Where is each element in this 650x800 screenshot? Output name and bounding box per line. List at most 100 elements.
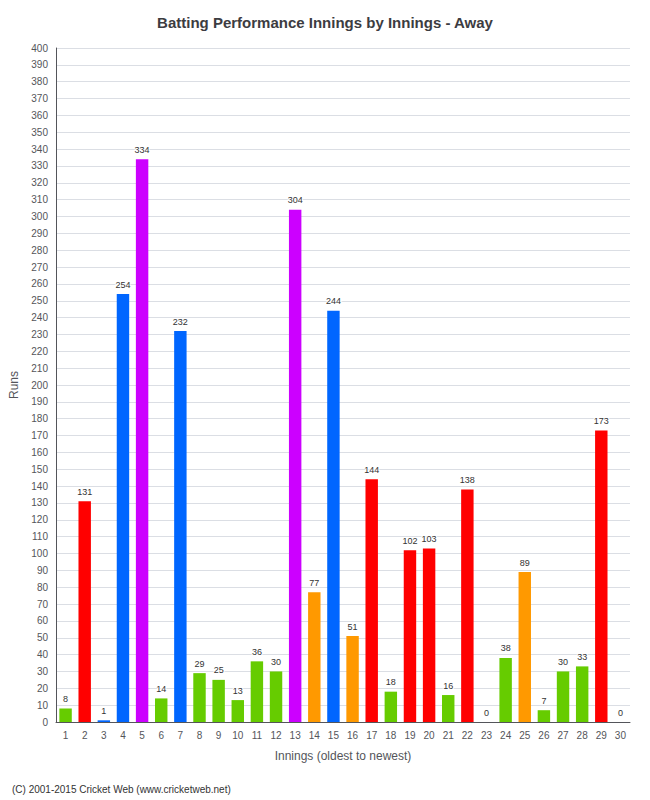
svg-text:30: 30 — [37, 666, 49, 677]
svg-text:30: 30 — [615, 730, 627, 741]
svg-text:70: 70 — [37, 599, 49, 610]
svg-text:350: 350 — [31, 127, 48, 138]
svg-text:390: 390 — [31, 59, 48, 70]
svg-text:1: 1 — [101, 706, 106, 716]
svg-text:25: 25 — [214, 665, 224, 675]
svg-text:15: 15 — [328, 730, 340, 741]
svg-text:10: 10 — [232, 730, 244, 741]
svg-text:140: 140 — [31, 481, 48, 492]
svg-text:0: 0 — [484, 708, 489, 718]
svg-text:25: 25 — [519, 730, 531, 741]
svg-text:77: 77 — [309, 578, 319, 588]
svg-text:110: 110 — [32, 531, 48, 542]
svg-text:38: 38 — [501, 643, 511, 653]
svg-text:250: 250 — [31, 295, 48, 306]
svg-text:210: 210 — [31, 363, 48, 374]
svg-text:9: 9 — [216, 730, 222, 741]
svg-text:330: 330 — [31, 160, 48, 171]
svg-text:131: 131 — [77, 487, 92, 497]
svg-text:400: 400 — [31, 43, 48, 54]
svg-text:29: 29 — [194, 659, 204, 669]
svg-text:2: 2 — [82, 730, 88, 741]
svg-text:120: 120 — [31, 514, 48, 525]
svg-text:138: 138 — [460, 475, 475, 485]
svg-text:170: 170 — [31, 430, 48, 441]
svg-text:5: 5 — [139, 730, 145, 741]
svg-text:370: 370 — [31, 93, 48, 104]
svg-text:29: 29 — [596, 730, 608, 741]
svg-text:4: 4 — [120, 730, 126, 741]
svg-text:30: 30 — [271, 657, 281, 667]
svg-text:230: 230 — [31, 329, 48, 340]
svg-text:28: 28 — [577, 730, 589, 741]
svg-text:13: 13 — [290, 730, 302, 741]
svg-text:150: 150 — [31, 464, 48, 475]
svg-text:360: 360 — [31, 110, 48, 121]
svg-text:14: 14 — [156, 684, 166, 694]
svg-text:22: 22 — [462, 730, 474, 741]
svg-text:304: 304 — [288, 195, 303, 205]
svg-text:270: 270 — [31, 262, 48, 273]
svg-text:290: 290 — [31, 228, 48, 239]
svg-text:60: 60 — [37, 615, 49, 626]
svg-text:36: 36 — [252, 647, 262, 657]
svg-text:19: 19 — [404, 730, 416, 741]
svg-text:13: 13 — [233, 686, 243, 696]
svg-text:20: 20 — [37, 683, 49, 694]
svg-text:18: 18 — [385, 730, 397, 741]
svg-text:1: 1 — [63, 730, 69, 741]
svg-text:(C) 2001-2015 Cricket Web (www: (C) 2001-2015 Cricket Web (www.cricketwe… — [12, 784, 231, 795]
svg-text:20: 20 — [424, 730, 436, 741]
svg-text:16: 16 — [347, 730, 359, 741]
svg-text:10: 10 — [37, 700, 49, 711]
svg-text:130: 130 — [31, 497, 48, 508]
svg-text:144: 144 — [364, 465, 379, 475]
svg-text:40: 40 — [37, 649, 49, 660]
svg-text:0: 0 — [618, 708, 623, 718]
svg-text:280: 280 — [31, 245, 48, 256]
svg-text:8: 8 — [63, 694, 68, 704]
svg-text:12: 12 — [270, 730, 282, 741]
svg-text:380: 380 — [31, 76, 48, 87]
svg-text:244: 244 — [326, 296, 341, 306]
svg-text:310: 310 — [31, 194, 48, 205]
svg-text:240: 240 — [31, 312, 48, 323]
svg-text:102: 102 — [402, 536, 417, 546]
svg-text:160: 160 — [31, 447, 48, 458]
svg-text:51: 51 — [348, 622, 358, 632]
svg-text:173: 173 — [594, 416, 609, 426]
svg-text:260: 260 — [31, 278, 48, 289]
svg-text:334: 334 — [135, 145, 150, 155]
svg-text:320: 320 — [31, 177, 48, 188]
svg-text:0: 0 — [42, 717, 48, 728]
svg-text:30: 30 — [558, 657, 568, 667]
svg-text:17: 17 — [366, 730, 378, 741]
svg-text:8: 8 — [197, 730, 203, 741]
svg-text:300: 300 — [31, 211, 48, 222]
svg-text:6: 6 — [158, 730, 164, 741]
svg-text:27: 27 — [557, 730, 569, 741]
svg-text:200: 200 — [31, 380, 48, 391]
svg-text:23: 23 — [481, 730, 493, 741]
svg-text:7: 7 — [541, 696, 546, 706]
svg-text:Runs: Runs — [7, 371, 21, 399]
svg-text:80: 80 — [37, 582, 49, 593]
svg-text:103: 103 — [422, 534, 437, 544]
svg-text:18: 18 — [386, 677, 396, 687]
svg-text:254: 254 — [115, 280, 130, 290]
svg-text:Innings (oldest to newest): Innings (oldest to newest) — [275, 749, 412, 763]
svg-text:190: 190 — [31, 396, 48, 407]
svg-text:90: 90 — [37, 565, 49, 576]
svg-text:21: 21 — [443, 730, 455, 741]
svg-text:100: 100 — [31, 548, 48, 559]
svg-text:50: 50 — [37, 632, 49, 643]
svg-text:180: 180 — [31, 413, 48, 424]
svg-text:11: 11 — [252, 730, 263, 741]
svg-text:26: 26 — [538, 730, 550, 741]
svg-text:89: 89 — [520, 558, 530, 568]
svg-text:14: 14 — [309, 730, 321, 741]
svg-text:232: 232 — [173, 317, 188, 327]
svg-text:33: 33 — [577, 652, 587, 662]
svg-text:24: 24 — [500, 730, 512, 741]
svg-text:220: 220 — [31, 346, 48, 357]
